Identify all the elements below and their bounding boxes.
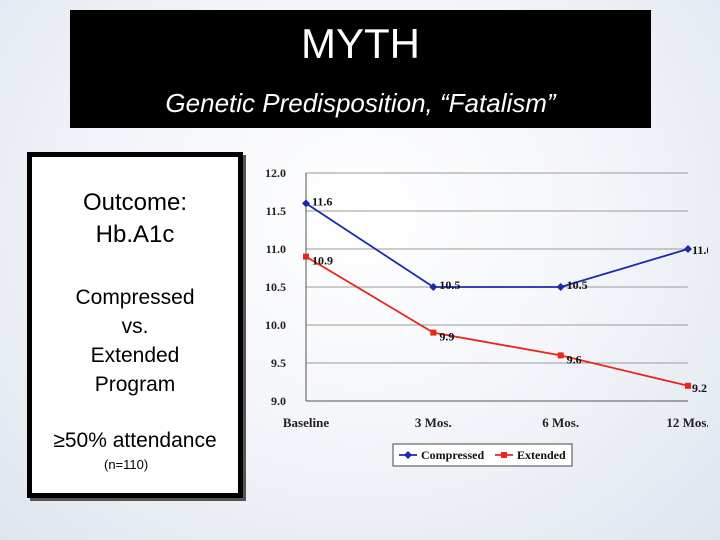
attendance-label: ≥50% attendance [53,429,217,452]
data-label: 11.0 [692,243,708,257]
slide-subtitle: Genetic Predisposition, “Fatalism” [165,88,556,118]
outcome-line-1: Outcome: [82,189,188,216]
slide-title: MYTH [301,20,420,67]
program-comparison: Compressed vs. Extended Program [32,283,238,399]
legend-label: Compressed [421,448,484,462]
outcome-line-2: Hb.A1c [95,221,175,248]
data-label: 9.2 [692,381,707,395]
data-point [302,199,310,208]
data-point [684,245,692,253]
data-label: 9.6 [567,352,582,366]
data-label: 10.9 [312,254,333,268]
data-label: 10.5 [439,278,460,292]
legend-label: Extended [517,448,566,462]
data-point [303,253,309,260]
program-line-1: Compressed [75,286,195,309]
data-point [685,382,691,389]
data-point [430,329,437,336]
series-line-compressed [305,202,689,288]
title-banner: MYTH Genetic Predisposition, “Fatalism” [70,10,651,128]
legend-marker [404,451,412,459]
y-tick-label: 11.0 [266,242,286,256]
chart-svg: 9.0 9.5 10.0 10.5 11.0 11.5 12.0 Baseline 3 Mos.… [265,166,708,467]
data-point [556,283,565,291]
data-point [557,352,564,359]
x-tick-label: 3 Mos. [415,415,452,430]
y-tick-label: 9.0 [271,394,286,408]
y-tick-label: 9.5 [271,356,286,370]
x-tick-label: Baseline [283,415,329,430]
data-point [429,283,438,291]
program-line-3: Extended [90,344,180,367]
program-line-4: Program [94,373,176,396]
program-line-2: vs. [121,315,149,338]
data-label: 11.6 [312,194,332,208]
info-panel: Outcome: Hb.A1c Compressed vs. Extended … [27,152,243,498]
x-tick-label: 12 Mos. [666,415,708,430]
y-tick-label: 11.5 [266,204,286,218]
hba1c-line-chart: 9.0 9.5 10.0 10.5 11.0 11.5 12.0 Baseline 3 Mos.… [258,160,708,480]
outcome-label: Outcome: Hb.A1c [32,187,238,251]
y-tick-label: 10.0 [265,318,286,332]
series-line-extended [305,255,689,387]
legend-marker [501,452,507,458]
legend-box [392,443,573,467]
data-label: 10.5 [567,278,588,292]
y-tick-label: 12.0 [265,166,286,180]
x-tick-label: 6 Mos. [542,415,579,430]
y-tick-label: 10.5 [265,280,286,294]
data-label: 9.9 [439,330,454,344]
sample-size-label: (n=110) [104,457,149,472]
